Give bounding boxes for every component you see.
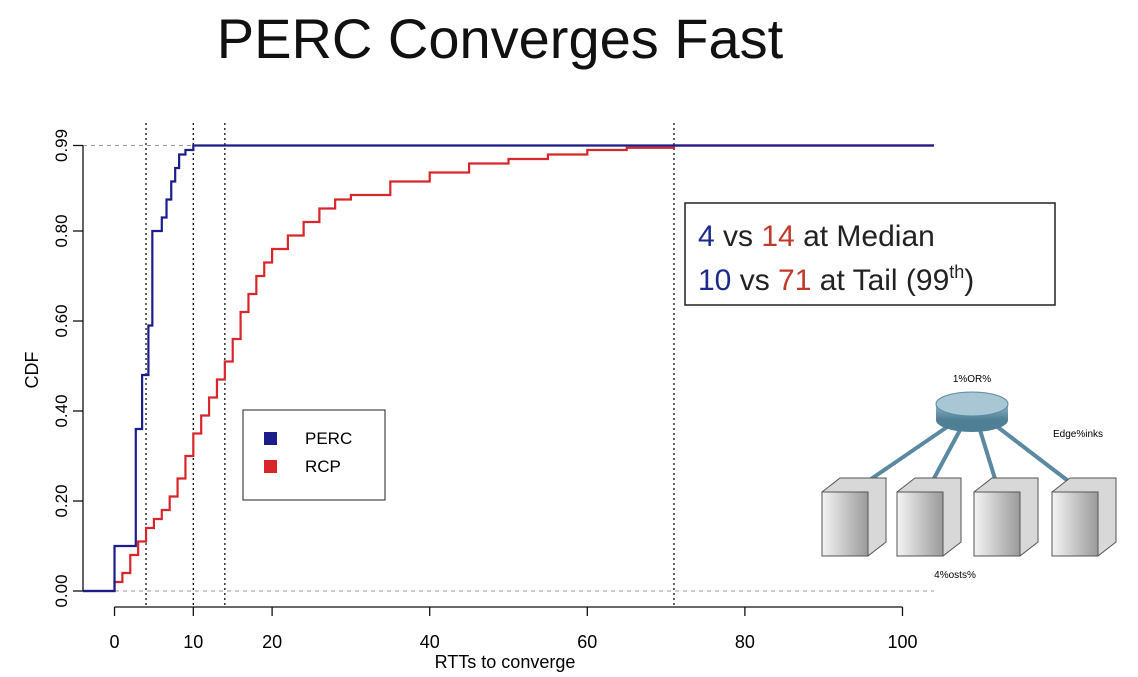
x-tick-label: 40 — [420, 632, 440, 652]
annotation-text: at Median — [795, 220, 935, 253]
link-label: Edge%inks — [1053, 429, 1103, 440]
annotation-text: 4 — [698, 220, 715, 253]
annotation-line: 4 vs 14 at Median — [698, 220, 935, 253]
plot: 0.00 0.20 0.40 0.60 0.80 0.99 CDF 0 10 20 40 60 80 10… — [22, 123, 934, 672]
x-axis-label: RTTs to converge — [435, 652, 576, 672]
x-tick-label: 100 — [887, 632, 917, 652]
slide-title: PERC Converges Fast — [217, 7, 784, 70]
annotation-text: vs — [715, 220, 762, 253]
annotation-line: 10 vs 71 at Tail (99th) — [698, 262, 974, 297]
y-tick-label: 0.40 — [52, 394, 71, 427]
annotation-frame — [684, 202, 1056, 306]
legend-label: RCP — [305, 457, 341, 476]
x-tick-label: 60 — [577, 632, 597, 652]
router-label: 1%OR% — [953, 374, 991, 385]
y-tick-label: 0.99 — [52, 129, 71, 162]
hosts — [821, 477, 1117, 557]
network-diagram: 1%OR% Edge%inks 4%osts% — [821, 374, 1117, 581]
annotation-box: 4 vs 14 at Median 10 vs 71 at Tail (99th… — [684, 202, 1056, 306]
legend-swatch — [264, 432, 277, 445]
annotation-text: 14 — [761, 220, 794, 253]
x-tick-label: 80 — [735, 632, 755, 652]
links — [853, 423, 1082, 496]
cdf-line — [83, 144, 934, 593]
legend: PERC RCP — [242, 409, 386, 501]
legend-swatch — [264, 460, 277, 473]
annotation-text: 71 — [778, 264, 811, 297]
annotation-text: 10 — [698, 264, 731, 297]
router-top — [935, 391, 1009, 417]
annotation-text: ) — [964, 264, 974, 297]
y-tick-label: 0.60 — [52, 304, 71, 337]
hosts-label: 4%osts% — [934, 570, 976, 581]
annotation-text: vs — [731, 264, 778, 297]
legend-label: PERC — [305, 429, 352, 448]
y-tick-label: 0.00 — [52, 574, 71, 607]
x-tick-label: 0 — [110, 632, 120, 652]
legend-frame — [242, 409, 386, 501]
annotation-text: th — [949, 262, 964, 282]
x-tick-label: 20 — [262, 632, 282, 652]
y-axis-label: CDF — [22, 352, 42, 389]
y-tick-label: 0.20 — [52, 484, 71, 517]
annotation-text: at Tail (99 — [811, 264, 949, 297]
cdf-line — [83, 144, 934, 593]
x-tick-label: 10 — [183, 632, 203, 652]
y-tick-label: 0.80 — [52, 214, 71, 247]
